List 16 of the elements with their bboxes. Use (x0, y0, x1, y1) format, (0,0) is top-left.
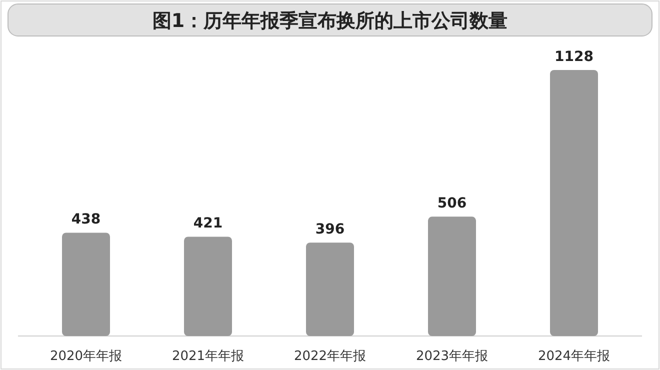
x-tick-label: 2024年年报 (538, 349, 610, 364)
bar (62, 232, 110, 336)
data-label: 506 (437, 196, 467, 212)
x-tick-label: 2020年年报 (50, 349, 122, 364)
data-label: 421 (193, 216, 223, 232)
x-tick-label: 2023年年报 (416, 349, 488, 364)
bar (306, 242, 354, 336)
bar (550, 70, 598, 336)
x-tick-label: 2021年年报 (172, 349, 244, 364)
bar (428, 216, 476, 336)
data-label: 438 (71, 212, 101, 228)
x-tick-label: 2022年年报 (294, 349, 366, 364)
bar (184, 236, 232, 336)
data-label: 1128 (554, 49, 594, 65)
data-label: 396 (315, 222, 345, 238)
chart-title: 图1：历年年报季宣布换所的上市公司数量 (152, 10, 508, 32)
